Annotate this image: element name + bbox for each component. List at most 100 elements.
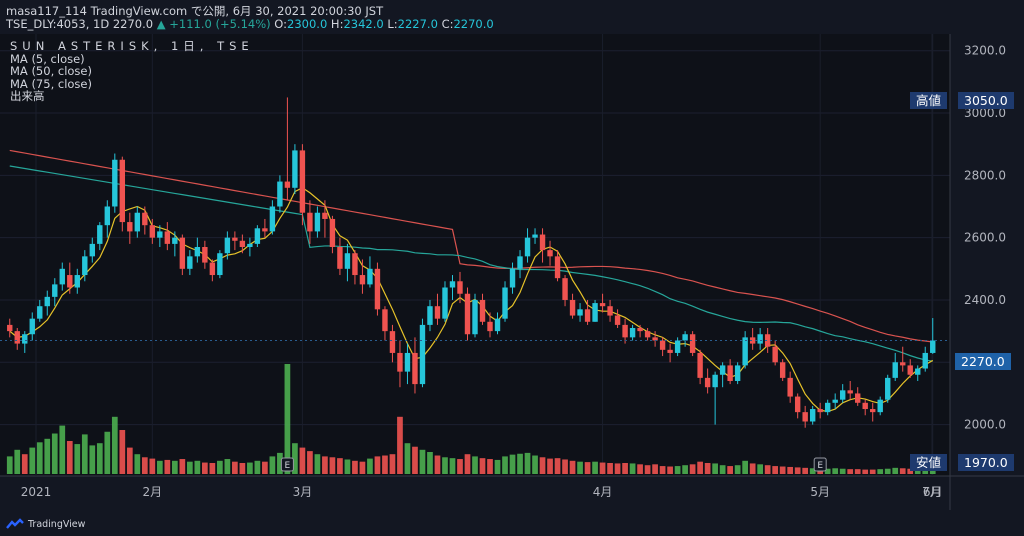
- candle-body: [292, 150, 298, 188]
- volume-bar: [277, 452, 283, 474]
- open-label: O:: [274, 17, 288, 31]
- candle-body: [697, 352, 703, 378]
- candle-body: [307, 212, 313, 232]
- volume-bar: [779, 466, 786, 474]
- legend-ma5[interactable]: MA (5, close): [10, 51, 85, 66]
- y-tick-label: 3200.0: [964, 44, 1006, 58]
- volume-bar: [697, 461, 703, 474]
- volume-bar: [179, 459, 186, 474]
- earnings-marker: [813, 457, 827, 472]
- legend-volume[interactable]: 出来高: [10, 89, 45, 103]
- low-label: L:: [387, 17, 398, 31]
- volume-bar: [269, 456, 276, 474]
- candle-body: [179, 237, 186, 269]
- legend-ma50[interactable]: MA (50, close): [10, 64, 92, 78]
- candle-body: [832, 399, 838, 403]
- volume-bar: [719, 465, 726, 474]
- legend-symbol[interactable]: SUN ASTERISK, 1日, TSE: [10, 39, 254, 53]
- candle-body: [232, 237, 238, 241]
- candle-body: [104, 206, 111, 226]
- volume-bar: [674, 466, 681, 474]
- ma50-line: [9, 165, 933, 362]
- volume-bar: [194, 460, 201, 474]
- volume-bar: [209, 463, 216, 474]
- author[interactable]: masa117_114: [6, 4, 87, 18]
- volume-bar: [727, 466, 733, 474]
- last-price-tag: 2270.0: [955, 353, 1011, 370]
- volume-bar: [472, 456, 478, 474]
- volume-bar: [434, 455, 441, 474]
- candle-body: [930, 340, 936, 353]
- candle-body: [164, 231, 171, 244]
- price-change: ▲ +111.0 (+5.14%): [156, 17, 271, 31]
- candle-body: [457, 281, 463, 294]
- volume-bar: [479, 458, 486, 474]
- high-tag-price: 3050.0: [964, 93, 1008, 108]
- candle-body: [97, 225, 103, 244]
- volume-bar: [141, 457, 148, 474]
- volume-bar: [772, 466, 779, 474]
- volume-bar: [104, 431, 111, 474]
- candle-body: [584, 309, 591, 322]
- volume-bar: [171, 460, 178, 474]
- x-tick-label: 3月: [293, 485, 313, 499]
- legend-ma75[interactable]: MA (75, close): [10, 76, 92, 91]
- site[interactable]: TradingView.com: [90, 4, 188, 18]
- tradingview-footer[interactable]: TradingView: [6, 518, 85, 530]
- volume-bar: [21, 454, 28, 474]
- volume-bar: [644, 465, 651, 474]
- volume-bar: [502, 456, 508, 474]
- last-price-tag-value: 2270.0: [961, 354, 1005, 369]
- volume-bar: [494, 459, 501, 474]
- candle-body: [749, 337, 756, 344]
- volume-bar: [524, 452, 531, 474]
- candle-body: [734, 365, 741, 381]
- volume-bar: [389, 454, 396, 474]
- candle-body: [502, 287, 508, 319]
- volume-bar: [427, 452, 433, 474]
- x-tick-label: 4月: [593, 485, 613, 499]
- volume-bar: [824, 468, 831, 474]
- volume-bar: [74, 444, 81, 474]
- volume-bar: [29, 447, 36, 474]
- last-price: 2270.0: [112, 17, 154, 31]
- candle-body: [644, 331, 651, 338]
- volume-bar: [854, 469, 861, 474]
- candle-body: [134, 212, 141, 232]
- volume-bar: [156, 460, 163, 474]
- high-tag: 高値: [910, 92, 948, 109]
- volume-bar: [247, 462, 253, 474]
- volume-bar: [442, 457, 448, 474]
- candle-body: [254, 228, 261, 244]
- volume-bar: [487, 459, 493, 474]
- volume-bar: [862, 469, 869, 474]
- volume-bar: [232, 461, 238, 474]
- volume-bar: [907, 468, 914, 474]
- volume-bar: [6, 456, 13, 474]
- candle-body: [269, 206, 276, 232]
- candle-body: [839, 390, 846, 400]
- volume-bar: [51, 433, 58, 474]
- volume-bar: [787, 466, 794, 474]
- volume-bar: [892, 467, 899, 474]
- high-label: H:: [330, 17, 344, 31]
- candle-body: [704, 377, 711, 388]
- candle-body: [29, 318, 35, 335]
- candle-body: [599, 303, 606, 307]
- volume-bar: [532, 455, 538, 474]
- candle-body: [667, 349, 673, 353]
- volume-bar: [847, 469, 854, 474]
- close-value: 2270.0: [453, 17, 494, 31]
- volume-bar: [832, 468, 839, 474]
- candle-body: [329, 218, 336, 247]
- candle-body: [299, 150, 306, 213]
- candlestick-chart[interactable]: 3200.03000.02800.02600.02400.02200.02000…: [0, 34, 1024, 534]
- candle-body: [82, 256, 88, 276]
- candle-body: [607, 306, 613, 316]
- candle-body: [157, 231, 163, 238]
- candle-body: [509, 268, 516, 288]
- candle-body: [277, 181, 283, 207]
- candle-body: [562, 278, 568, 300]
- volume-bar: [622, 463, 628, 474]
- candle-body: [374, 268, 381, 310]
